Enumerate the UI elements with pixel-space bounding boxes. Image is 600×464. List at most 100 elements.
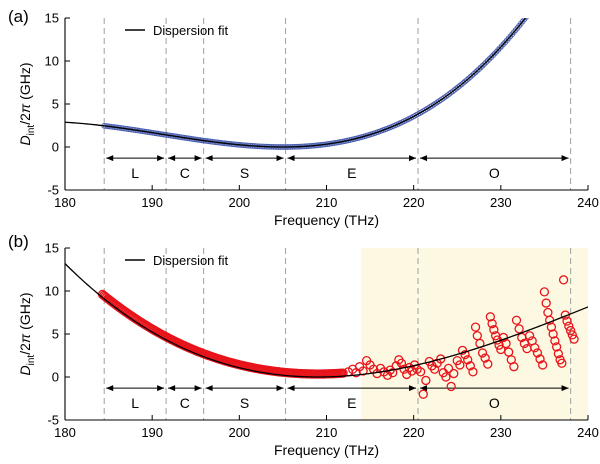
band-arrow-C (168, 155, 202, 162)
x-tick-label: 180 (54, 195, 76, 210)
data-point (532, 348, 543, 358)
x-tick-label: 230 (490, 195, 512, 210)
data-point (465, 75, 472, 82)
x-tick-label: 200 (228, 195, 250, 210)
band-arrow-E (287, 385, 417, 392)
data-point (564, 321, 574, 331)
data-point (396, 358, 407, 368)
band-arrow-L (106, 385, 165, 392)
y-tick-label: 0 (52, 370, 59, 385)
data-point (441, 372, 451, 382)
data-point (415, 367, 426, 377)
x-tick-label: 200 (228, 425, 250, 440)
data-point (489, 325, 499, 335)
data-point (539, 287, 550, 297)
data-point (535, 354, 545, 364)
data-point (477, 64, 484, 71)
data-point (484, 57, 491, 64)
data-point (562, 316, 572, 326)
data-point (476, 66, 482, 72)
band-arrow-S (205, 155, 284, 162)
data-point (460, 349, 470, 360)
y-tick-label: 15 (45, 11, 59, 26)
data-point (509, 362, 519, 372)
band-label-E: E (347, 165, 356, 181)
data-point (467, 74, 474, 80)
data-point (550, 336, 560, 346)
data-point (470, 322, 481, 332)
data-point (548, 329, 558, 339)
panel-label: (a) (8, 7, 29, 26)
data-point (358, 366, 368, 376)
highlight-region (361, 248, 588, 420)
data-point (485, 312, 496, 322)
data-point (553, 349, 564, 359)
data-point (487, 319, 497, 329)
data-point (483, 59, 489, 66)
data-point (557, 358, 567, 368)
data-point (514, 324, 524, 334)
data-point (407, 366, 417, 376)
panel-a: L C S E O 180 190 200 210 220 230 240 -5 0 5 10 15 Freque… (8, 0, 599, 228)
data-point (470, 71, 477, 77)
legend: Dispersion fit (125, 23, 229, 38)
data-point (546, 322, 557, 332)
data-point (493, 48, 500, 55)
x-tick-label: 220 (403, 425, 425, 440)
x-tick-label: 240 (577, 425, 599, 440)
data-point (418, 389, 428, 399)
band-label-C: C (180, 165, 190, 181)
y-tick-label: 15 (45, 241, 59, 256)
data-point (495, 47, 502, 53)
data-point (462, 78, 468, 85)
data-point (449, 368, 459, 379)
data-point (532, 3, 537, 8)
data-point (538, 0, 543, 1)
data-point (501, 338, 511, 349)
data-point (443, 363, 454, 374)
data-point (567, 330, 577, 340)
panel-b: L C S E O 180 190 200 210 220 230 240 -5 0 5 10 15 Freque… (8, 232, 599, 458)
data-point (488, 54, 495, 60)
data-point (429, 364, 440, 374)
plot-area (65, 263, 588, 399)
dispersion-fit-line (65, 18, 527, 148)
data-point (569, 334, 579, 344)
band-label-O: O (489, 395, 500, 411)
data-point (481, 61, 488, 67)
panel-label: (b) (8, 232, 29, 251)
band-label-E: E (347, 395, 356, 411)
data-point (558, 275, 569, 285)
data-point (463, 77, 470, 83)
y-tick-label: -5 (47, 183, 59, 198)
data-point (457, 82, 463, 89)
legend-label: Dispersion fit (153, 253, 229, 268)
legend-label: Dispersion fit (153, 23, 229, 38)
data-point (483, 359, 493, 369)
data-point (453, 85, 460, 92)
data-point (436, 354, 446, 364)
data-point (486, 56, 493, 62)
data-point (465, 361, 475, 371)
data-point (479, 62, 486, 69)
data-point (536, 0, 541, 3)
y-tick-label: 0 (52, 140, 59, 155)
data-point (530, 343, 540, 353)
data-point (551, 342, 562, 352)
band-label-S: S (240, 395, 249, 411)
band-arrow-C (168, 385, 202, 392)
x-tick-label: 230 (490, 425, 512, 440)
band-arrow-S (205, 385, 284, 392)
y-tick-label: 5 (52, 97, 59, 112)
data-point (529, 8, 534, 13)
x-tick-label: 210 (316, 195, 338, 210)
band-label-S: S (240, 165, 249, 181)
x-tick-label: 240 (577, 195, 599, 210)
x-tick-label: 210 (316, 425, 338, 440)
band-arrow-L (106, 155, 165, 162)
data-point (455, 360, 465, 370)
data-point (531, 6, 536, 11)
band-arrow-E (287, 155, 417, 162)
band-arrow-O (420, 155, 569, 162)
